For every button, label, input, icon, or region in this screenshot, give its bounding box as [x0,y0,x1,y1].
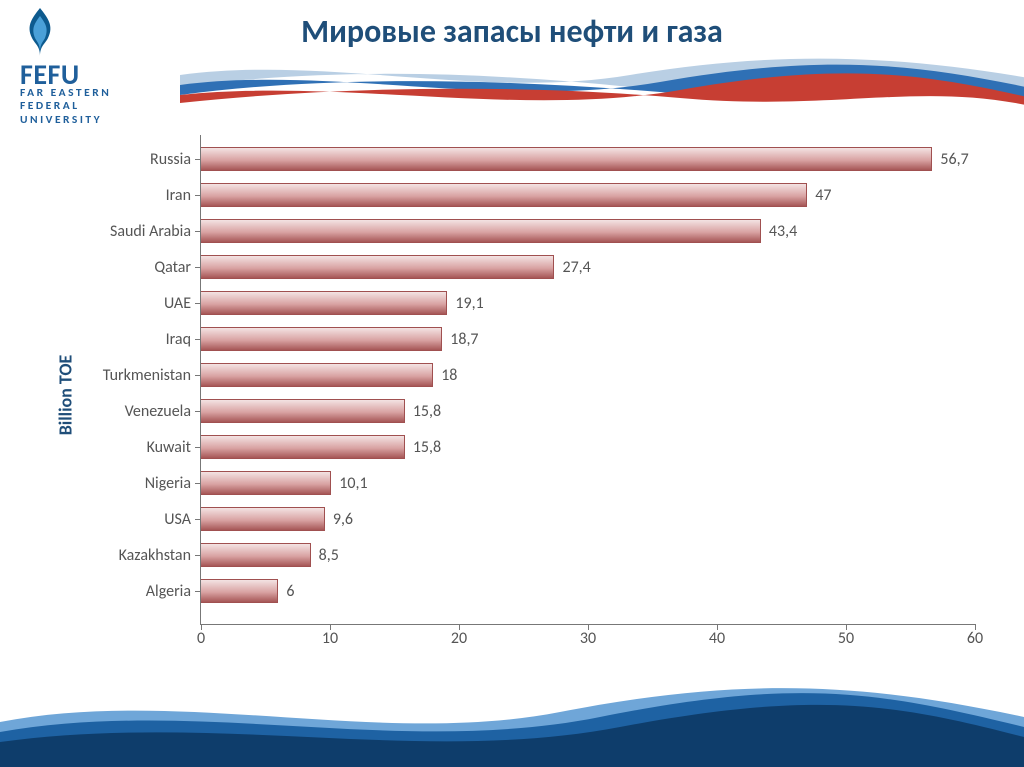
bar [201,255,554,279]
bar-row: Venezuela15,8 [201,399,975,423]
bar-row: Kuwait15,8 [201,435,975,459]
bar [201,579,278,603]
category-label: USA [41,510,201,529]
bar-row: Turkmenistan18 [201,363,975,387]
bar-value-label: 56,7 [940,150,968,169]
bar-row: UAE19,1 [201,291,975,315]
category-label: Nigeria [41,474,201,493]
bar [201,363,433,387]
bar-value-label: 6 [286,582,294,601]
category-label: Iraq [41,330,201,349]
category-label: Kuwait [41,438,201,457]
bar-row: Saudi Arabia43,4 [201,219,975,243]
category-label: UAE [41,294,201,313]
bar [201,291,447,315]
bar-row: Russia56,7 [201,147,975,171]
logo-text-line4: UNIVERSITY [20,114,180,127]
bar-value-label: 27,4 [562,258,590,277]
bar-value-label: 47 [815,186,831,205]
chart-plot-area: 0102030405060Russia56,7Iran47Saudi Arabi… [200,135,975,625]
x-tick-label: 0 [197,629,205,648]
bar-value-label: 19,1 [455,294,483,313]
bar-value-label: 15,8 [413,402,441,421]
bar-row: Algeria6 [201,579,975,603]
x-tick-label: 50 [838,629,854,648]
bar [201,399,405,423]
bar-value-label: 15,8 [413,438,441,457]
bar-value-label: 10,1 [339,474,367,493]
bar-row: Kazakhstan8,5 [201,543,975,567]
x-tick-label: 30 [580,629,596,648]
bar [201,507,325,531]
bar-row: Iraq18,7 [201,327,975,351]
bar [201,471,331,495]
category-label: Venezuela [41,402,201,421]
bar-value-label: 18,7 [450,330,478,349]
x-tick-label: 40 [709,629,725,648]
bar [201,147,932,171]
category-label: Qatar [41,258,201,277]
category-label: Iran [41,186,201,205]
bar-row: Iran47 [201,183,975,207]
category-label: Turkmenistan [41,366,201,385]
bar [201,183,807,207]
logo-text-main: FEFU [20,62,180,87]
category-label: Kazakhstan [41,546,201,565]
bar-row: Nigeria10,1 [201,471,975,495]
bar-value-label: 9,6 [333,510,353,529]
bar-value-label: 43,4 [769,222,797,241]
bar [201,543,311,567]
x-tick-label: 20 [451,629,467,648]
bar [201,219,761,243]
bar-row: USA9,6 [201,507,975,531]
category-label: Saudi Arabia [41,222,201,241]
bar-value-label: 18 [441,366,457,385]
logo-text-line3: FEDERAL [20,100,180,113]
category-label: Algeria [41,582,201,601]
x-tick-label: 60 [967,629,983,648]
header-ribbons [180,50,1024,120]
bar [201,327,442,351]
slide-title: Мировые запасы нефти и газа [0,12,1024,51]
x-tick-label: 10 [322,629,338,648]
reserves-chart: Billion TOE 0102030405060Russia56,7Iran4… [45,135,980,655]
bar-row: Qatar27,4 [201,255,975,279]
footer-wave [0,677,1024,767]
bar [201,435,405,459]
category-label: Russia [41,150,201,169]
bar-value-label: 8,5 [319,546,339,565]
